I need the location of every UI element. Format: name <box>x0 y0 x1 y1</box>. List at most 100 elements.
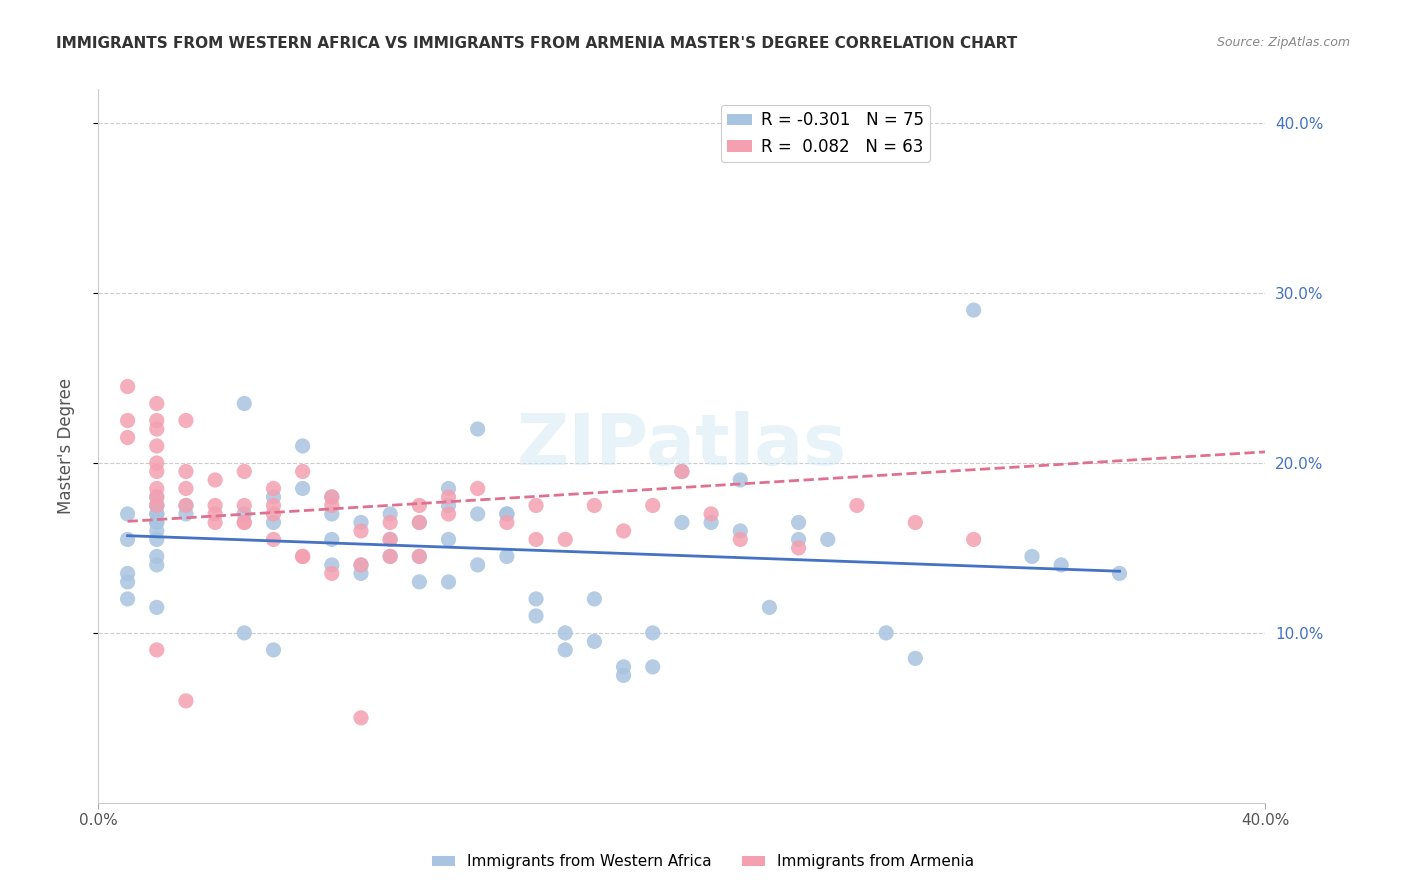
Immigrants from Western Africa <box>1108 566 1130 581</box>
Immigrants from Armenia <box>378 549 402 564</box>
Immigrants from Armenia <box>524 533 547 547</box>
Immigrants from Armenia <box>700 507 723 521</box>
Immigrants from Western Africa <box>146 600 169 615</box>
Immigrants from Armenia <box>904 516 927 530</box>
Immigrants from Western Africa <box>583 634 606 648</box>
Immigrants from Western Africa <box>321 507 343 521</box>
Immigrants from Armenia <box>174 694 197 708</box>
Immigrants from Western Africa <box>495 507 517 521</box>
Immigrants from Armenia <box>321 499 343 513</box>
Immigrants from Armenia <box>378 533 402 547</box>
Immigrants from Western Africa <box>583 591 606 606</box>
Immigrants from Western Africa <box>467 558 489 572</box>
Immigrants from Armenia <box>554 533 576 547</box>
Immigrants from Western Africa <box>817 533 839 547</box>
Immigrants from Western Africa <box>262 490 284 504</box>
Immigrants from Western Africa <box>467 422 489 436</box>
Immigrants from Western Africa <box>262 516 284 530</box>
Y-axis label: Master's Degree: Master's Degree <box>56 378 75 514</box>
Immigrants from Armenia <box>350 558 373 572</box>
Immigrants from Armenia <box>233 516 256 530</box>
Immigrants from Western Africa <box>728 473 751 487</box>
Immigrants from Armenia <box>321 566 343 581</box>
Immigrants from Western Africa <box>146 549 169 564</box>
Immigrants from Armenia <box>671 465 693 479</box>
Immigrants from Armenia <box>845 499 868 513</box>
Immigrants from Western Africa <box>641 660 664 674</box>
Immigrants from Western Africa <box>146 533 169 547</box>
Immigrants from Armenia <box>962 533 984 547</box>
Immigrants from Western Africa <box>787 533 810 547</box>
Immigrants from Western Africa <box>233 507 256 521</box>
Immigrants from Western Africa <box>962 303 984 318</box>
Immigrants from Armenia <box>437 507 460 521</box>
Text: IMMIGRANTS FROM WESTERN AFRICA VS IMMIGRANTS FROM ARMENIA MASTER'S DEGREE CORREL: IMMIGRANTS FROM WESTERN AFRICA VS IMMIGR… <box>56 36 1018 51</box>
Immigrants from Armenia <box>204 499 226 513</box>
Immigrants from Armenia <box>117 430 139 444</box>
Immigrants from Western Africa <box>904 651 927 665</box>
Immigrants from Western Africa <box>146 499 169 513</box>
Immigrants from Armenia <box>378 516 402 530</box>
Immigrants from Armenia <box>174 482 197 496</box>
Immigrants from Armenia <box>467 482 489 496</box>
Immigrants from Western Africa <box>378 533 402 547</box>
Immigrants from Armenia <box>524 499 547 513</box>
Immigrants from Western Africa <box>146 524 169 538</box>
Immigrants from Armenia <box>146 456 169 470</box>
Immigrants from Armenia <box>146 499 169 513</box>
Immigrants from Western Africa <box>554 643 576 657</box>
Immigrants from Armenia <box>204 507 226 521</box>
Immigrants from Armenia <box>321 490 343 504</box>
Immigrants from Armenia <box>174 413 197 427</box>
Immigrants from Western Africa <box>117 591 139 606</box>
Immigrants from Western Africa <box>233 626 256 640</box>
Immigrants from Western Africa <box>291 482 314 496</box>
Immigrants from Western Africa <box>612 660 634 674</box>
Text: ZIPatlas: ZIPatlas <box>517 411 846 481</box>
Immigrants from Western Africa <box>612 668 634 682</box>
Immigrants from Western Africa <box>174 499 197 513</box>
Immigrants from Western Africa <box>408 516 430 530</box>
Immigrants from Armenia <box>146 413 169 427</box>
Immigrants from Armenia <box>262 482 284 496</box>
Immigrants from Armenia <box>146 422 169 436</box>
Immigrants from Armenia <box>233 516 256 530</box>
Immigrants from Armenia <box>787 541 810 555</box>
Immigrants from Armenia <box>350 524 373 538</box>
Immigrants from Armenia <box>612 524 634 538</box>
Immigrants from Western Africa <box>408 574 430 589</box>
Immigrants from Western Africa <box>641 626 664 640</box>
Immigrants from Armenia <box>291 549 314 564</box>
Immigrants from Armenia <box>291 465 314 479</box>
Immigrants from Western Africa <box>117 566 139 581</box>
Immigrants from Armenia <box>262 533 284 547</box>
Immigrants from Western Africa <box>437 533 460 547</box>
Immigrants from Armenia <box>233 499 256 513</box>
Immigrants from Armenia <box>146 490 169 504</box>
Immigrants from Western Africa <box>350 566 373 581</box>
Immigrants from Western Africa <box>1021 549 1043 564</box>
Immigrants from Western Africa <box>1050 558 1073 572</box>
Immigrants from Western Africa <box>117 574 139 589</box>
Immigrants from Western Africa <box>787 516 810 530</box>
Immigrants from Western Africa <box>146 516 169 530</box>
Immigrants from Western Africa <box>146 558 169 572</box>
Immigrants from Western Africa <box>117 533 139 547</box>
Immigrants from Western Africa <box>350 516 373 530</box>
Immigrants from Western Africa <box>700 516 723 530</box>
Immigrants from Western Africa <box>146 490 169 504</box>
Immigrants from Western Africa <box>350 558 373 572</box>
Immigrants from Armenia <box>641 499 664 513</box>
Immigrants from Armenia <box>146 396 169 410</box>
Text: Source: ZipAtlas.com: Source: ZipAtlas.com <box>1216 36 1350 49</box>
Immigrants from Armenia <box>408 499 430 513</box>
Immigrants from Armenia <box>204 473 226 487</box>
Immigrants from Western Africa <box>495 507 517 521</box>
Immigrants from Western Africa <box>262 643 284 657</box>
Immigrants from Armenia <box>146 643 169 657</box>
Immigrants from Armenia <box>408 516 430 530</box>
Immigrants from Armenia <box>174 499 197 513</box>
Immigrants from Armenia <box>204 516 226 530</box>
Immigrants from Armenia <box>262 499 284 513</box>
Immigrants from Western Africa <box>146 507 169 521</box>
